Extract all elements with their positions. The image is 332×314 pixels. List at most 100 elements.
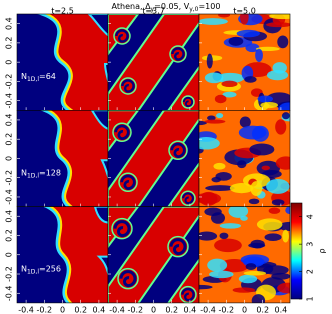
row-label-part: 1D,l bbox=[27, 269, 39, 276]
title-part: =100 bbox=[198, 2, 220, 11]
x-tick-label: 0 bbox=[151, 305, 156, 314]
eddy bbox=[222, 91, 237, 98]
y-tick-label: 0.4 bbox=[5, 210, 14, 223]
vortex-arm bbox=[171, 47, 185, 61]
y-tick-label: 0.2 bbox=[5, 133, 14, 146]
region bbox=[17, 110, 68, 207]
vortex-arm bbox=[182, 192, 194, 205]
eddy bbox=[209, 270, 234, 279]
eddy bbox=[199, 191, 218, 206]
x-tick-label: -0.2 bbox=[36, 305, 52, 314]
eddy bbox=[236, 29, 260, 38]
x-tick-label: -0.2 bbox=[218, 305, 234, 314]
eddy bbox=[214, 238, 242, 253]
y-tick-label: -0.2 bbox=[5, 170, 14, 186]
title-sub: y bbox=[151, 6, 155, 13]
y-tick-label: 0 bbox=[5, 252, 14, 257]
eddy bbox=[255, 48, 263, 62]
y-tick-label: 0 bbox=[5, 60, 14, 65]
y-tick-label: -0.4 bbox=[5, 189, 14, 205]
eddy bbox=[244, 76, 257, 83]
y-tick-label: 0 bbox=[5, 156, 14, 161]
region bbox=[100, 159, 108, 181]
region bbox=[96, 255, 108, 277]
eddy bbox=[238, 125, 267, 140]
eddy bbox=[277, 282, 290, 294]
x-tick-label: 0.2 bbox=[256, 305, 269, 314]
eddy bbox=[266, 22, 290, 28]
region bbox=[103, 63, 108, 85]
eddy bbox=[249, 143, 275, 156]
vortex-arm bbox=[169, 238, 187, 256]
row-label: N1D,l=128 bbox=[21, 168, 61, 180]
column-title: t=2.5 bbox=[51, 7, 74, 16]
eddy bbox=[206, 53, 213, 69]
x-tick-label: 0 bbox=[242, 305, 247, 314]
eddy bbox=[260, 101, 278, 109]
eddy bbox=[216, 113, 224, 119]
eddy bbox=[257, 95, 273, 103]
eddy bbox=[229, 183, 254, 194]
panel bbox=[108, 206, 199, 303]
eddy bbox=[282, 229, 289, 243]
region bbox=[87, 14, 108, 37]
panel bbox=[199, 206, 290, 303]
eddy bbox=[211, 176, 222, 183]
x-tick-label: 0.4 bbox=[184, 305, 197, 314]
row-label-part: N bbox=[21, 72, 27, 81]
eddy bbox=[228, 36, 244, 46]
row-label-part: 1D,l bbox=[27, 76, 39, 83]
y-tick-label: -0.2 bbox=[5, 266, 14, 282]
vortex-arm bbox=[114, 124, 130, 140]
eddy bbox=[232, 287, 256, 293]
row-label-part: =128 bbox=[39, 168, 61, 177]
eddy bbox=[251, 294, 266, 303]
panel bbox=[108, 110, 199, 207]
colorbar-tick-label: 4 bbox=[306, 214, 315, 219]
eddy bbox=[256, 218, 283, 231]
row-label: N1D,l=64 bbox=[21, 72, 56, 84]
y-tick-label: 0.2 bbox=[5, 37, 14, 50]
row-label-part: =256 bbox=[39, 264, 61, 273]
eddy bbox=[275, 156, 290, 170]
eddy bbox=[245, 263, 257, 270]
eddy bbox=[199, 137, 220, 150]
eddy bbox=[216, 72, 245, 84]
y-tick-label: 0.4 bbox=[5, 114, 14, 127]
eddy bbox=[205, 185, 235, 191]
row-label-part: 1D,l bbox=[27, 172, 39, 179]
eddy bbox=[218, 14, 231, 18]
colorbar-tick-label: 3 bbox=[306, 242, 315, 247]
eddy bbox=[243, 270, 267, 276]
eddy bbox=[239, 116, 251, 128]
x-tick-label: -0.2 bbox=[127, 305, 143, 314]
eddy bbox=[266, 178, 290, 194]
x-tick-label: 0.2 bbox=[74, 305, 87, 314]
x-tick-label: 0.4 bbox=[275, 305, 288, 314]
title-part: =0.05, V bbox=[154, 2, 190, 11]
vortex-arm bbox=[120, 174, 136, 190]
colorbar bbox=[290, 202, 303, 300]
vortex-arm bbox=[119, 270, 137, 288]
panel bbox=[199, 14, 290, 111]
vortex-arm bbox=[115, 29, 129, 43]
y-tick-label: -0.4 bbox=[5, 93, 14, 109]
colorbar-tick-label: 2 bbox=[306, 269, 315, 274]
panel bbox=[17, 206, 108, 303]
column-title: t=5.0 bbox=[233, 7, 256, 16]
y-tick-label: 0.4 bbox=[5, 17, 14, 30]
eddy bbox=[285, 206, 290, 215]
row-label: N1D,l=256 bbox=[21, 264, 61, 276]
title: Athena, Δy=0.05, Vy,0=100 bbox=[112, 2, 221, 14]
y-tick-label: 0.2 bbox=[5, 229, 14, 242]
x-tick-label: 0.4 bbox=[93, 305, 106, 314]
eddy bbox=[199, 231, 218, 241]
eddy bbox=[219, 223, 242, 229]
eddy bbox=[204, 72, 224, 84]
row-label-part: N bbox=[21, 168, 27, 177]
region bbox=[17, 14, 69, 111]
colorbar-tick-label: 1 bbox=[306, 296, 315, 301]
x-tick-label: -0.4 bbox=[109, 305, 125, 314]
eddy bbox=[219, 232, 229, 240]
